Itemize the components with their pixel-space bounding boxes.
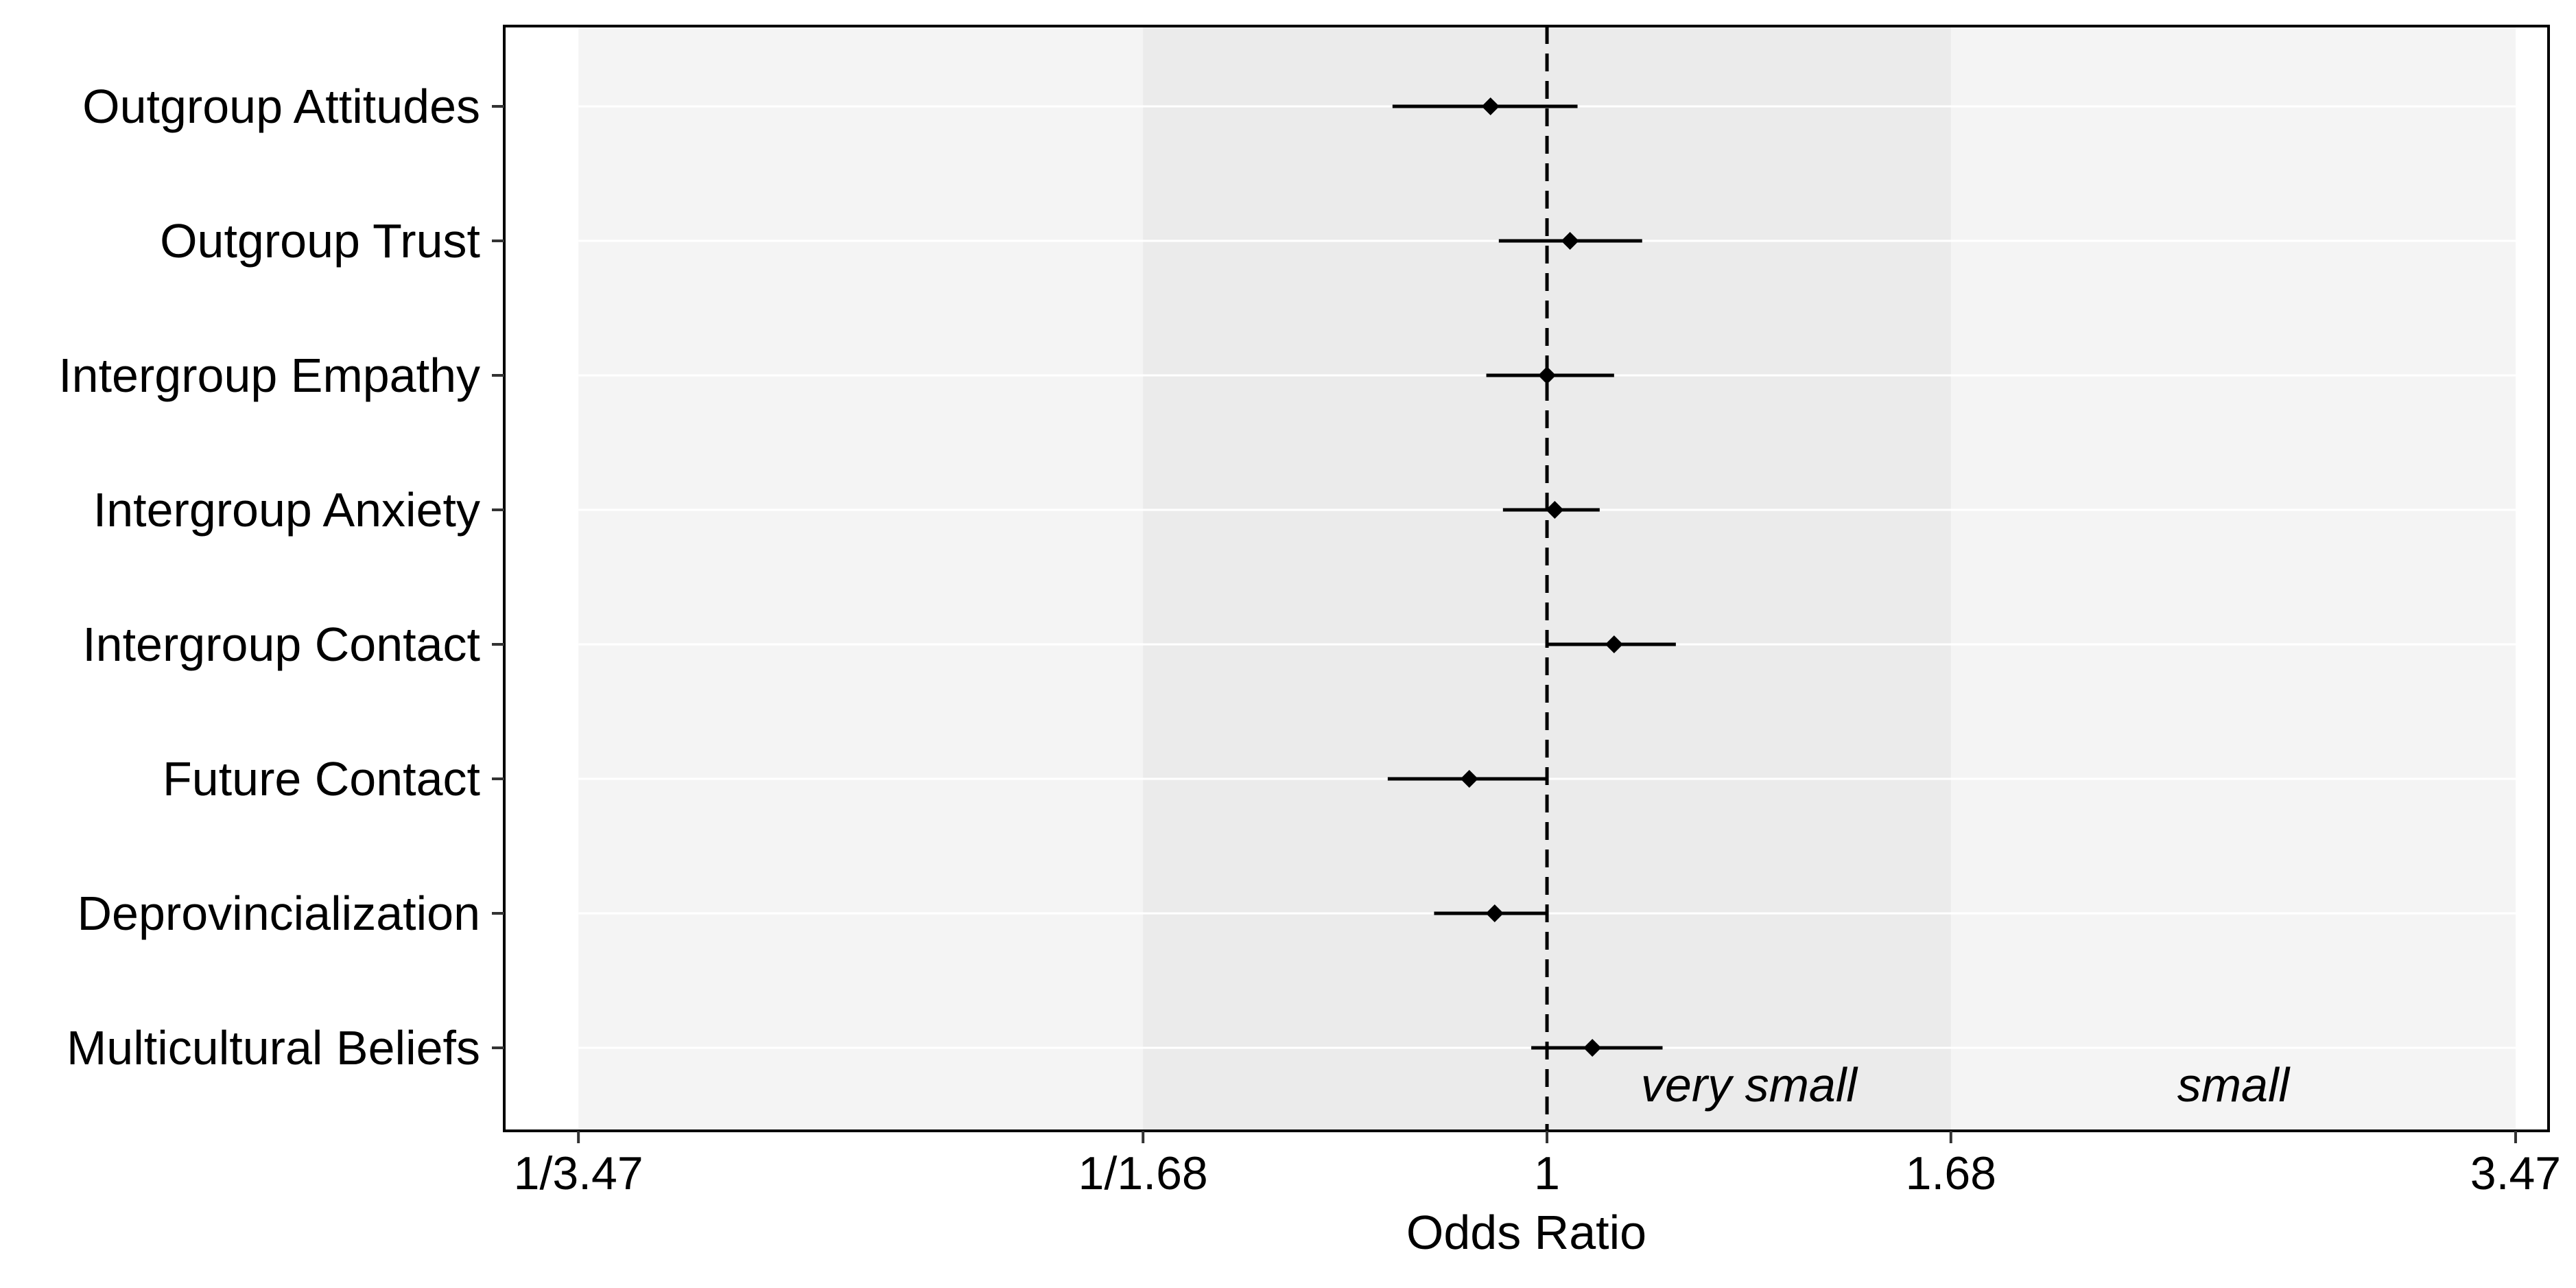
estimate-point-5 bbox=[1460, 770, 1478, 788]
plot-panel-border bbox=[503, 25, 2550, 1132]
estimate-point-0 bbox=[1481, 97, 1500, 115]
y-tick-label-1: Outgroup Trust bbox=[160, 214, 480, 268]
y-tick-label-5: Future Contact bbox=[163, 752, 480, 806]
y-tick-label-2: Intergroup Empathy bbox=[58, 349, 480, 402]
x-tick-label-4: 3.47 bbox=[2470, 1147, 2561, 1199]
y-tick-label-7: Multicultural Beliefs bbox=[67, 1021, 480, 1075]
estimate-point-4 bbox=[1605, 635, 1623, 653]
x-axis-title: Odds Ratio bbox=[1406, 1206, 1646, 1259]
y-tick-label-4: Intergroup Contact bbox=[82, 618, 480, 671]
estimate-point-7 bbox=[1583, 1039, 1602, 1057]
estimate-point-6 bbox=[1485, 904, 1504, 922]
y-tick-label-6: Deprovincialization bbox=[77, 887, 480, 940]
x-tick-label-0: 1/3.47 bbox=[514, 1147, 643, 1199]
x-tick-label-2: 1 bbox=[1534, 1147, 1560, 1199]
x-axis: 1/3.47 1/1.68 1 1.68 3.47 bbox=[514, 1131, 2561, 1199]
zone-label-1: small bbox=[2177, 1058, 2291, 1112]
estimate-point-3 bbox=[1546, 501, 1564, 519]
zone-label-0: very small bbox=[1641, 1058, 1858, 1112]
zone-labels: very small small bbox=[1641, 1058, 2291, 1112]
estimates-layer bbox=[1387, 97, 1676, 1057]
estimate-point-1 bbox=[1561, 232, 1579, 250]
y-tick-label-0: Outgroup Attitudes bbox=[82, 80, 480, 133]
x-tick-label-3: 1.68 bbox=[1906, 1147, 1996, 1199]
y-axis: Outgroup Attitudes Outgroup Trust Intergro… bbox=[58, 80, 504, 1075]
y-tick-label-3: Intergroup Anxiety bbox=[93, 483, 480, 537]
estimate-point-2 bbox=[1538, 366, 1557, 384]
x-tick-label-1: 1/1.68 bbox=[1078, 1147, 1208, 1199]
